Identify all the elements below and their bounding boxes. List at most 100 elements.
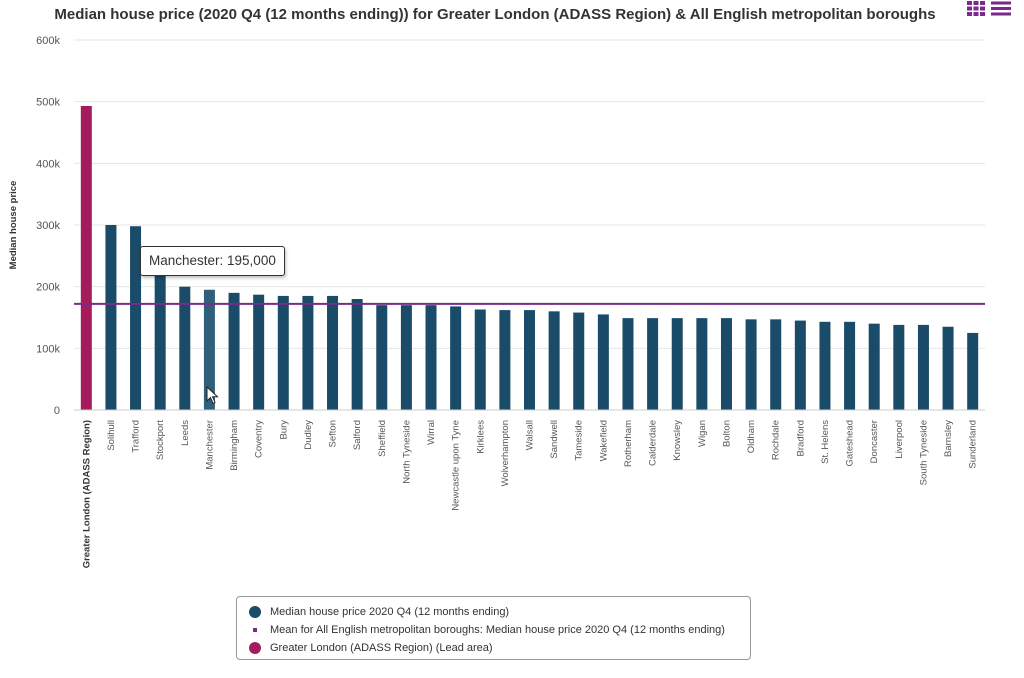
legend-label-median-price: Median house price 2020 Q4 (12 months en… — [270, 606, 510, 618]
list-icon — [991, 1, 1011, 16]
y-tick-label: 0 — [54, 405, 60, 417]
bar-bury[interactable] — [277, 295, 289, 410]
bar-doncaster[interactable] — [868, 323, 880, 410]
x-tick-label: Leeds — [180, 420, 191, 446]
x-tick-label: Birmingham — [229, 420, 240, 471]
bar-knowsley[interactable] — [671, 318, 683, 410]
bar-sandwell[interactable] — [548, 311, 560, 410]
bar-wakefield[interactable] — [597, 314, 609, 410]
x-tick-label: Tameside — [574, 420, 585, 461]
legend-item-lead-area[interactable]: Greater London (ADASS Region) (Lead area… — [249, 639, 740, 657]
x-tick-label: Bolton — [721, 420, 732, 447]
tooltip: Manchester: 195,000 — [140, 246, 285, 276]
y-tick-label: 500k — [36, 97, 60, 109]
x-tick-label: Trafford — [131, 420, 142, 453]
x-tick-label: Barnsley — [943, 420, 954, 457]
x-tick-label: Wakefield — [598, 420, 609, 461]
x-tick-label: Dudley — [303, 420, 314, 450]
bar-leeds[interactable] — [179, 286, 191, 410]
bars — [80, 105, 979, 410]
bar-tameside[interactable] — [573, 312, 585, 410]
legend-item-median-price[interactable]: Median house price 2020 Q4 (12 months en… — [249, 603, 740, 621]
bar-coventry[interactable] — [253, 294, 265, 410]
grid-icon — [967, 1, 985, 16]
bar-bradford[interactable] — [794, 320, 806, 410]
x-tick-label: Wolverhampton — [500, 420, 511, 486]
legend-item-mean[interactable]: Mean for All English metropolitan boroug… — [249, 621, 740, 639]
chart-plot: 0 100k 200k 300k 400k 500k 600k Median house p… — [8, 35, 985, 569]
bar-kirklees[interactable] — [474, 309, 486, 410]
bar-gateshead[interactable] — [844, 321, 856, 410]
legend-symbol-lead-area — [249, 642, 261, 654]
bar-south-tyneside[interactable] — [917, 324, 929, 410]
x-tick-label: Wigan — [697, 420, 708, 447]
bar-dudley[interactable] — [302, 295, 314, 410]
x-tick-label: South Tyneside — [918, 420, 929, 485]
x-tick-label: Newcastle upon Tyne — [451, 420, 462, 511]
bar-trafford[interactable] — [130, 226, 142, 410]
x-tick-label: Sefton — [328, 420, 339, 447]
chart-title: Median house price (2020 Q4 (12 months e… — [54, 6, 936, 23]
bar-rochdale[interactable] — [770, 319, 782, 410]
x-tick-label: Sandwell — [549, 420, 560, 459]
legend-symbol-mean — [249, 624, 261, 636]
y-axis-ticks: 0 100k 200k 300k 400k 500k 600k — [36, 35, 60, 417]
x-tick-label: Stockport — [155, 420, 166, 460]
bar-stockport[interactable] — [154, 275, 166, 410]
bar-wirral[interactable] — [425, 305, 437, 410]
legend-symbol-median-price — [249, 606, 261, 618]
bar-greater-london-adass-region-[interactable] — [80, 105, 92, 410]
bar-bolton[interactable] — [720, 318, 732, 410]
x-tick-label: Sheffield — [377, 420, 388, 457]
bar-sunderland[interactable] — [967, 332, 979, 410]
x-tick-label: St. Helens — [820, 420, 831, 464]
bar-north-tyneside[interactable] — [400, 305, 412, 410]
x-tick-label: Wirral — [426, 420, 437, 445]
x-tick-label: Walsall — [525, 420, 536, 450]
y-tick-label: 600k — [36, 35, 60, 47]
bar-barnsley[interactable] — [942, 326, 954, 410]
bar-manchester[interactable] — [203, 289, 215, 410]
y-tick-label: 300k — [36, 220, 60, 232]
bar-oldham[interactable] — [745, 319, 757, 410]
bar-sefton[interactable] — [327, 295, 339, 410]
y-tick-label: 100k — [36, 343, 60, 355]
x-tick-label: Sunderland — [968, 420, 979, 469]
bar-birmingham[interactable] — [228, 292, 240, 410]
x-tick-label: Gateshead — [845, 420, 856, 466]
x-tick-label: Kirklees — [475, 420, 486, 454]
y-axis-label: Median house price — [8, 181, 19, 270]
x-tick-label: Manchester — [204, 420, 215, 470]
x-tick-label: Oldham — [746, 420, 757, 453]
x-tick-label: Bradford — [795, 420, 806, 456]
bar-sheffield[interactable] — [376, 305, 388, 410]
x-tick-label: Greater London (ADASS Region) — [81, 420, 92, 568]
bar-liverpool[interactable] — [893, 324, 905, 410]
chart-menu-button[interactable] — [964, 0, 1012, 22]
x-tick-label: Calderdale — [648, 420, 659, 466]
x-tick-label: Bury — [278, 420, 289, 440]
mouse-cursor-icon — [206, 386, 219, 405]
bar-solihull[interactable] — [105, 225, 117, 410]
y-tick-label: 200k — [36, 282, 60, 294]
x-tick-label: Salford — [352, 420, 363, 450]
y-tick-label: 400k — [36, 158, 60, 170]
bar-salford[interactable] — [351, 299, 363, 410]
bar-calderdale[interactable] — [647, 318, 659, 410]
bar-walsall[interactable] — [524, 310, 535, 410]
x-tick-label: Knowsley — [672, 420, 683, 461]
legend-label-mean: Mean for All English metropolitan boroug… — [270, 624, 725, 636]
x-tick-label: Rotherham — [623, 420, 634, 467]
bar-wolverhampton[interactable] — [499, 310, 511, 410]
x-tick-label: Coventry — [254, 420, 265, 458]
legend-label-lead-area: Greater London (ADASS Region) (Lead area… — [270, 642, 493, 654]
x-axis-ticks: Greater London (ADASS Region) Solihull Tra… — [81, 420, 978, 569]
bar-newcastle-upon-tyne[interactable] — [450, 306, 462, 410]
bar-rotherham[interactable] — [622, 318, 634, 410]
x-tick-label: North Tyneside — [401, 420, 412, 484]
x-tick-label: Solihull — [106, 420, 117, 451]
bar-st-helens[interactable] — [819, 321, 831, 410]
legend: Median house price 2020 Q4 (12 months en… — [236, 596, 751, 660]
bar-wigan[interactable] — [696, 318, 708, 410]
x-tick-label: Doncaster — [869, 420, 880, 463]
